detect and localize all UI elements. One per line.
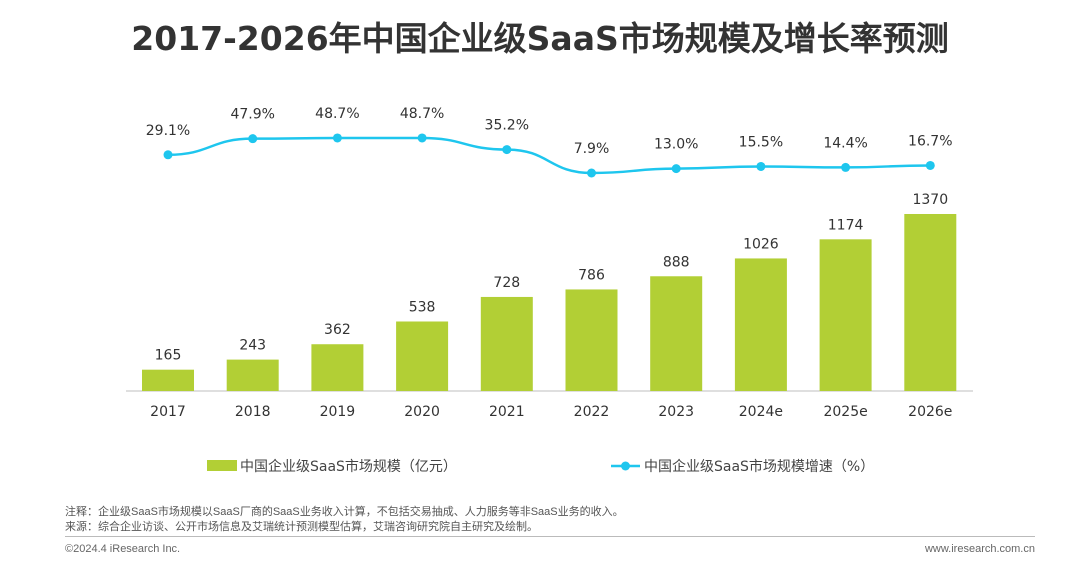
bar <box>819 239 872 391</box>
line-point <box>417 133 427 143</box>
bar-label: 786 <box>578 267 605 283</box>
bar-label: 538 <box>409 299 436 315</box>
bar <box>226 359 279 391</box>
chart-source: 来源：综合企业访谈、公开市场信息及艾瑞统计预测模型估算，艾瑞咨询研究院自主研究及… <box>65 521 538 533</box>
legend-bar-label: 中国企业级SaaS市场规模（亿元） <box>240 458 457 475</box>
bar-label: 1370 <box>912 192 948 208</box>
line-label: 47.9% <box>230 107 274 123</box>
bar-label: 165 <box>155 348 182 364</box>
chart-title: 2017-2026年中国企业级SaaS市场规模及增长率预测 <box>131 19 949 58</box>
line-label: 15.5% <box>739 134 783 150</box>
bar <box>565 289 618 391</box>
line-label: 16.7% <box>908 133 952 149</box>
bar-label: 1174 <box>828 217 864 233</box>
line-point <box>502 145 512 155</box>
line-point <box>756 161 766 171</box>
line-point <box>925 160 935 170</box>
bar-label: 728 <box>493 275 520 291</box>
legend-line-label: 中国企业级SaaS市场规模增速（%） <box>644 458 874 475</box>
website: www.iresearch.com.cn <box>924 543 1035 555</box>
line-point <box>248 134 258 144</box>
bar <box>311 344 364 391</box>
x-tick-label: 2025e <box>823 404 867 420</box>
legend-bar-swatch <box>207 460 237 471</box>
line-label: 48.7% <box>315 106 359 122</box>
line-point <box>163 150 173 160</box>
line-point <box>841 162 851 172</box>
x-tick-label: 2022 <box>574 404 610 420</box>
chart-note: 注释：企业级SaaS市场规模以SaaS厂商的SaaS业务收入计算，不包括交易抽成… <box>65 506 624 518</box>
line-label: 48.7% <box>400 106 444 122</box>
line-label: 13.0% <box>654 137 698 153</box>
bar <box>734 258 787 391</box>
bar-label: 888 <box>663 254 690 270</box>
x-tick-label: 2020 <box>404 404 440 420</box>
line-label: 7.9% <box>574 141 610 157</box>
line-point <box>671 164 681 174</box>
line-point <box>587 168 596 178</box>
x-tick-label: 2017 <box>150 404 186 420</box>
bar-label: 1026 <box>743 236 779 252</box>
divider <box>65 536 1035 537</box>
legend-line-marker <box>621 461 630 471</box>
bar <box>142 369 194 391</box>
bar <box>480 296 533 391</box>
x-tick-label: 2026e <box>908 404 952 420</box>
line-point <box>332 133 342 143</box>
x-tick-label: 2019 <box>320 404 356 420</box>
line-label: 35.2% <box>485 118 529 134</box>
bar <box>904 213 957 391</box>
copyright: ©2024.4 iResearch Inc. <box>65 543 181 555</box>
bar <box>650 276 703 391</box>
bar-label: 243 <box>239 338 266 354</box>
x-tick-label: 2018 <box>235 404 271 420</box>
x-tick-label: 2024e <box>739 404 783 420</box>
growth-line <box>167 136 931 175</box>
line-label: 14.4% <box>823 135 867 151</box>
x-tick-label: 2023 <box>658 404 694 420</box>
line-label: 29.1% <box>146 123 190 139</box>
x-tick-label: 2021 <box>489 404 525 420</box>
bar-label: 362 <box>324 322 351 338</box>
bar <box>396 321 449 391</box>
